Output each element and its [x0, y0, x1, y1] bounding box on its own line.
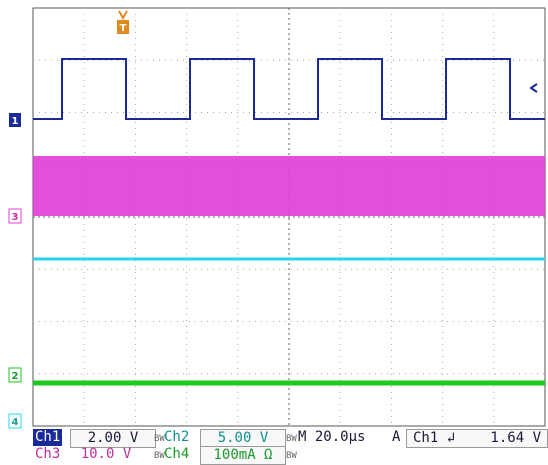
ch2-label[interactable]: Ch2: [164, 429, 190, 445]
ch4-scale: 100mA Ω: [200, 446, 286, 465]
ch3-bw-limit: BW: [154, 451, 165, 461]
ch1-marker-label: 1: [12, 116, 19, 127]
waveform-display: T 1 3 2 4: [8, 7, 546, 429]
trigger-position-marker[interactable]: T: [117, 10, 129, 34]
trigger-level: 1.64 V: [490, 430, 541, 446]
ch2-bw-limit: BW: [286, 434, 297, 444]
status-readout-bar: Ch1 2.00 V BW Ch2 5.00 V BW M 20.0µs A C…: [0, 429, 548, 465]
ch3-marker-label: 3: [12, 212, 19, 223]
trigger-source: Ch1: [413, 430, 439, 446]
trigger-slope-icon: ↲: [446, 430, 456, 446]
trigger-level-arrow-icon[interactable]: [529, 83, 538, 93]
ch3-label[interactable]: Ch3: [35, 446, 61, 462]
ch1-bw-limit: BW: [154, 434, 165, 444]
readout-row-2: Ch3 10.0 V BW Ch4 100mA Ω BW: [0, 446, 548, 465]
ch4-label[interactable]: Ch4: [164, 446, 190, 462]
ch1-scale: 2.00 V: [70, 429, 156, 448]
trigger-readout[interactable]: Ch1 ↲ 1.64 V: [406, 429, 548, 448]
ch2-marker-label: 2: [12, 371, 19, 382]
readout-row-1: Ch1 2.00 V BW Ch2 5.00 V BW M 20.0µs A C…: [0, 429, 548, 448]
ch2-ground-marker[interactable]: 2: [8, 367, 22, 383]
ch4-bw-limit: BW: [286, 451, 297, 461]
ch1-label[interactable]: Ch1: [33, 429, 63, 446]
ch3-scale: 10.0 V: [80, 446, 132, 462]
ch4-marker-label: 4: [12, 417, 19, 428]
ch2-scale: 5.00 V: [200, 429, 286, 448]
ch3-trace: [33, 156, 545, 216]
ch1-ground-marker[interactable]: 1: [9, 113, 21, 127]
ch1-trace: [33, 58, 545, 120]
ch3-ground-marker[interactable]: 3: [8, 208, 22, 224]
timebase[interactable]: M 20.0µs: [298, 429, 366, 445]
ch4-ground-marker[interactable]: 4: [8, 413, 22, 429]
trigger-mode: A: [392, 429, 401, 445]
trigger-marker-label: T: [120, 23, 127, 34]
